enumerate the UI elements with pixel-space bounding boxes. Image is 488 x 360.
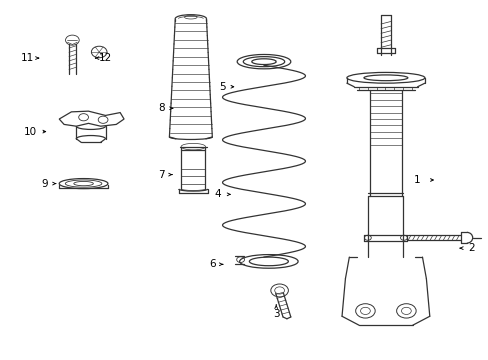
Text: 2: 2 (467, 243, 473, 253)
Text: 7: 7 (158, 170, 164, 180)
Text: 1: 1 (413, 175, 420, 185)
Text: 9: 9 (41, 179, 48, 189)
Text: 3: 3 (272, 310, 279, 319)
Text: 8: 8 (158, 103, 164, 113)
Text: 12: 12 (99, 53, 112, 63)
Ellipse shape (363, 75, 407, 81)
Ellipse shape (346, 72, 424, 83)
Text: 10: 10 (23, 127, 37, 136)
Polygon shape (59, 111, 124, 126)
Text: 11: 11 (21, 53, 34, 63)
Text: 6: 6 (209, 259, 216, 269)
Text: 5: 5 (219, 82, 225, 92)
Text: 4: 4 (214, 189, 221, 199)
